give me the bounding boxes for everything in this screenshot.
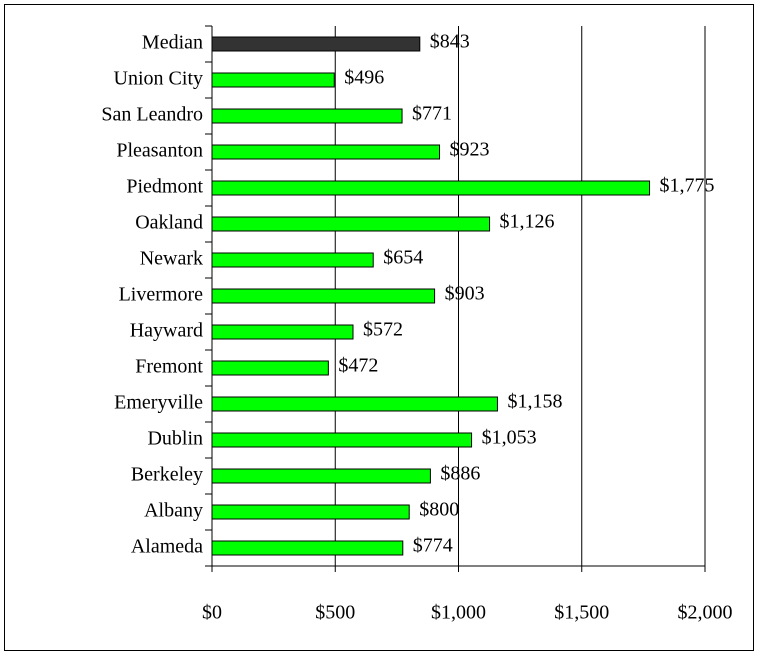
y-tick-label: Union City [114,68,203,90]
value-label: $572 [363,319,403,341]
value-label: $472 [338,355,378,377]
value-label: $923 [450,139,490,161]
bar [211,288,436,304]
bar [211,108,403,124]
y-tick-label: Alameda [131,536,203,558]
y-tick-label: Pleasanton [116,140,203,162]
value-label: $1,126 [500,211,555,233]
y-tick-label: San Leandro [101,104,203,126]
value-label: $654 [383,247,423,269]
bar [211,252,374,268]
value-label: $1,053 [482,427,537,449]
y-tick-label: Berkeley [131,464,203,486]
bar [211,72,335,88]
value-label: $771 [412,103,452,125]
x-tick-label: $1,000 [431,602,486,624]
value-label: $843 [430,31,470,53]
bar [211,396,498,412]
y-tick-label: Newark [140,248,203,270]
value-label: $1,158 [507,391,562,413]
y-tick-label: Piedmont [126,176,203,198]
value-label: $800 [419,499,459,521]
value-label: $903 [445,283,485,305]
y-tick-label: Albany [144,500,203,522]
value-label: $1,775 [660,175,715,197]
bar [211,216,491,232]
x-tick-label: $500 [315,602,355,624]
y-tick-label: Livermore [119,284,204,306]
y-tick-label: Median [142,32,203,54]
bar [211,468,431,484]
y-tick-label: Hayward [130,320,203,342]
bar [211,144,441,160]
y-tick-label: Emeryville [114,392,203,414]
x-tick-label: $1,500 [554,602,609,624]
x-tick-label: $0 [202,602,222,624]
y-tick-label: Dublin [147,428,203,450]
bar [211,180,651,196]
bar [211,432,473,448]
value-label: $774 [413,535,453,557]
bar [211,360,329,376]
y-tick-label: Fremont [135,356,203,378]
y-tick-label: Oakland [135,212,203,234]
bar [211,540,404,556]
value-label: $496 [344,67,384,89]
value-label: $886 [440,463,480,485]
bar [211,504,410,520]
x-tick-label: $2,000 [678,602,733,624]
bar [211,36,421,52]
bar [211,324,354,340]
